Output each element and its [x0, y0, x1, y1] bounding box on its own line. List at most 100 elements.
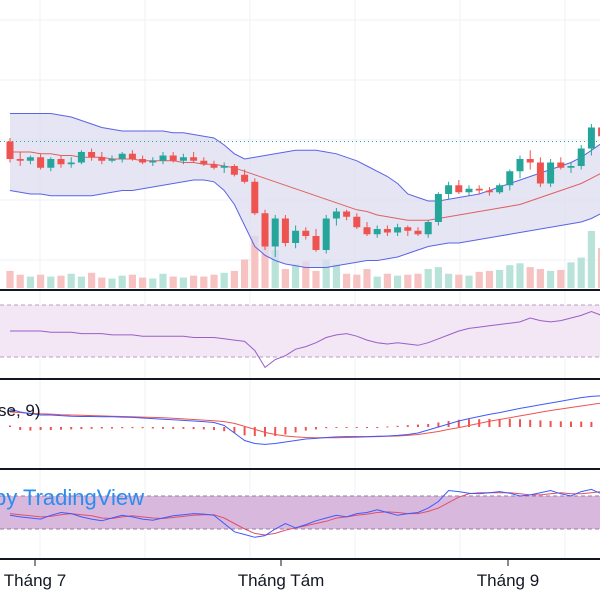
candle-body: [47, 159, 55, 168]
candle-body: [394, 227, 402, 233]
rsi-pane[interactable]: [0, 304, 600, 369]
macd-histogram-bar: [182, 427, 185, 429]
volume-bar: [424, 269, 432, 288]
macd-histogram-bar: [427, 424, 430, 427]
macd-histogram-bar: [396, 425, 399, 427]
macd-histogram-bar: [39, 427, 42, 430]
macd-histogram-bar: [508, 418, 511, 427]
macd-histogram-bar: [141, 427, 144, 429]
macd-signal-line: [9, 402, 600, 439]
volume-bar: [516, 263, 524, 288]
macd-histogram-bar: [49, 427, 52, 430]
macd-histogram-bar: [60, 427, 62, 430]
macd-histogram-bar: [406, 425, 409, 427]
candle-body: [496, 185, 504, 193]
volume-bar: [230, 270, 238, 288]
macd-pane[interactable]: [9, 395, 600, 445]
volume-bar: [455, 274, 463, 288]
macd-histogram-bar: [539, 420, 542, 427]
volume-bar: [159, 273, 167, 288]
stochastic-pane[interactable]: [0, 488, 600, 538]
macd-histogram-bar: [264, 427, 266, 437]
volume-bar: [128, 274, 136, 288]
candle-body: [271, 218, 279, 247]
candle-body: [506, 171, 514, 186]
candle-body: [424, 222, 432, 235]
candle-body: [373, 229, 381, 235]
volume-bar: [292, 264, 300, 288]
volume-bar: [251, 235, 259, 288]
volume-bar: [383, 273, 391, 288]
macd-legend-label: se, 9): [0, 401, 41, 420]
volume-bar: [547, 270, 555, 288]
volume-bar: [343, 273, 351, 288]
macd-histogram-bar: [151, 427, 154, 429]
macd-histogram-bar: [284, 427, 287, 435]
candle-body: [292, 230, 300, 243]
macd-histogram-bar: [488, 418, 491, 427]
rsi-line: [10, 310, 600, 369]
volume-bar: [118, 275, 126, 288]
macd-histogram-bar: [498, 418, 501, 427]
candle-body: [475, 188, 483, 191]
volume-bar: [496, 269, 504, 288]
volume-bar: [37, 274, 45, 288]
candle-body: [577, 148, 585, 166]
volume-bar: [332, 264, 340, 288]
macd-histogram-bar: [111, 427, 113, 429]
candle-body: [6, 141, 14, 159]
macd-histogram-bar: [457, 419, 460, 427]
time-axis[interactable]: Tháng 7 Tháng Tám Tháng 9: [4, 560, 539, 590]
macd-histogram-bar: [355, 427, 358, 428]
macd-histogram-bar: [80, 427, 83, 430]
volume-bar: [302, 261, 310, 288]
candle-body: [445, 185, 453, 194]
candle-body: [57, 159, 65, 165]
macd-histogram-bar: [559, 421, 562, 427]
volume-bar: [506, 265, 514, 288]
macd-histogram-bar: [304, 427, 307, 431]
volume-bar: [587, 231, 595, 288]
macd-histogram-bar: [274, 427, 277, 436]
candlesticks: [6, 124, 600, 257]
candle-body: [118, 153, 126, 159]
volume-bar: [200, 276, 208, 288]
volume-bar: [47, 276, 55, 288]
volume-bar: [445, 273, 453, 288]
x-tick-label: Tháng 7: [4, 571, 66, 590]
candle-body: [465, 188, 473, 193]
macd-histogram-bar: [223, 427, 226, 432]
rsi-indicator: [0, 304, 600, 369]
volume-bar: [261, 229, 269, 288]
candle-body: [322, 218, 330, 250]
macd-histogram-bar: [437, 422, 440, 427]
candle-body: [536, 162, 544, 184]
bollinger-bands: [9, 113, 600, 268]
volume-bar: [57, 275, 65, 288]
volume-bars: [6, 229, 600, 288]
main-price-pane[interactable]: [0, 113, 600, 289]
macd-histogram-bar: [580, 421, 583, 427]
macd-histogram-bar: [570, 421, 572, 427]
volume-bar: [149, 278, 157, 288]
volume-bar: [26, 276, 34, 288]
stochastic-indicator: [0, 488, 600, 538]
candle-body: [547, 162, 555, 184]
volume-bar: [373, 276, 381, 288]
candle-body: [281, 218, 289, 243]
macd-histogram-bar: [121, 427, 124, 429]
candle-body: [598, 127, 600, 137]
macd-histogram-bar: [335, 427, 338, 428]
volume-bar: [485, 270, 493, 288]
bollinger-lower-line: [9, 179, 600, 268]
candle-body: [516, 159, 524, 172]
macd-histogram-bar: [9, 425, 11, 427]
stochastic-k-line: [9, 488, 600, 538]
macd-histogram-bar: [294, 427, 297, 433]
candle-body: [587, 127, 595, 149]
macd-histogram-bar: [376, 427, 379, 428]
candle-body: [37, 157, 45, 168]
volume-bar: [353, 274, 361, 288]
macd-histogram-bar: [162, 427, 164, 429]
